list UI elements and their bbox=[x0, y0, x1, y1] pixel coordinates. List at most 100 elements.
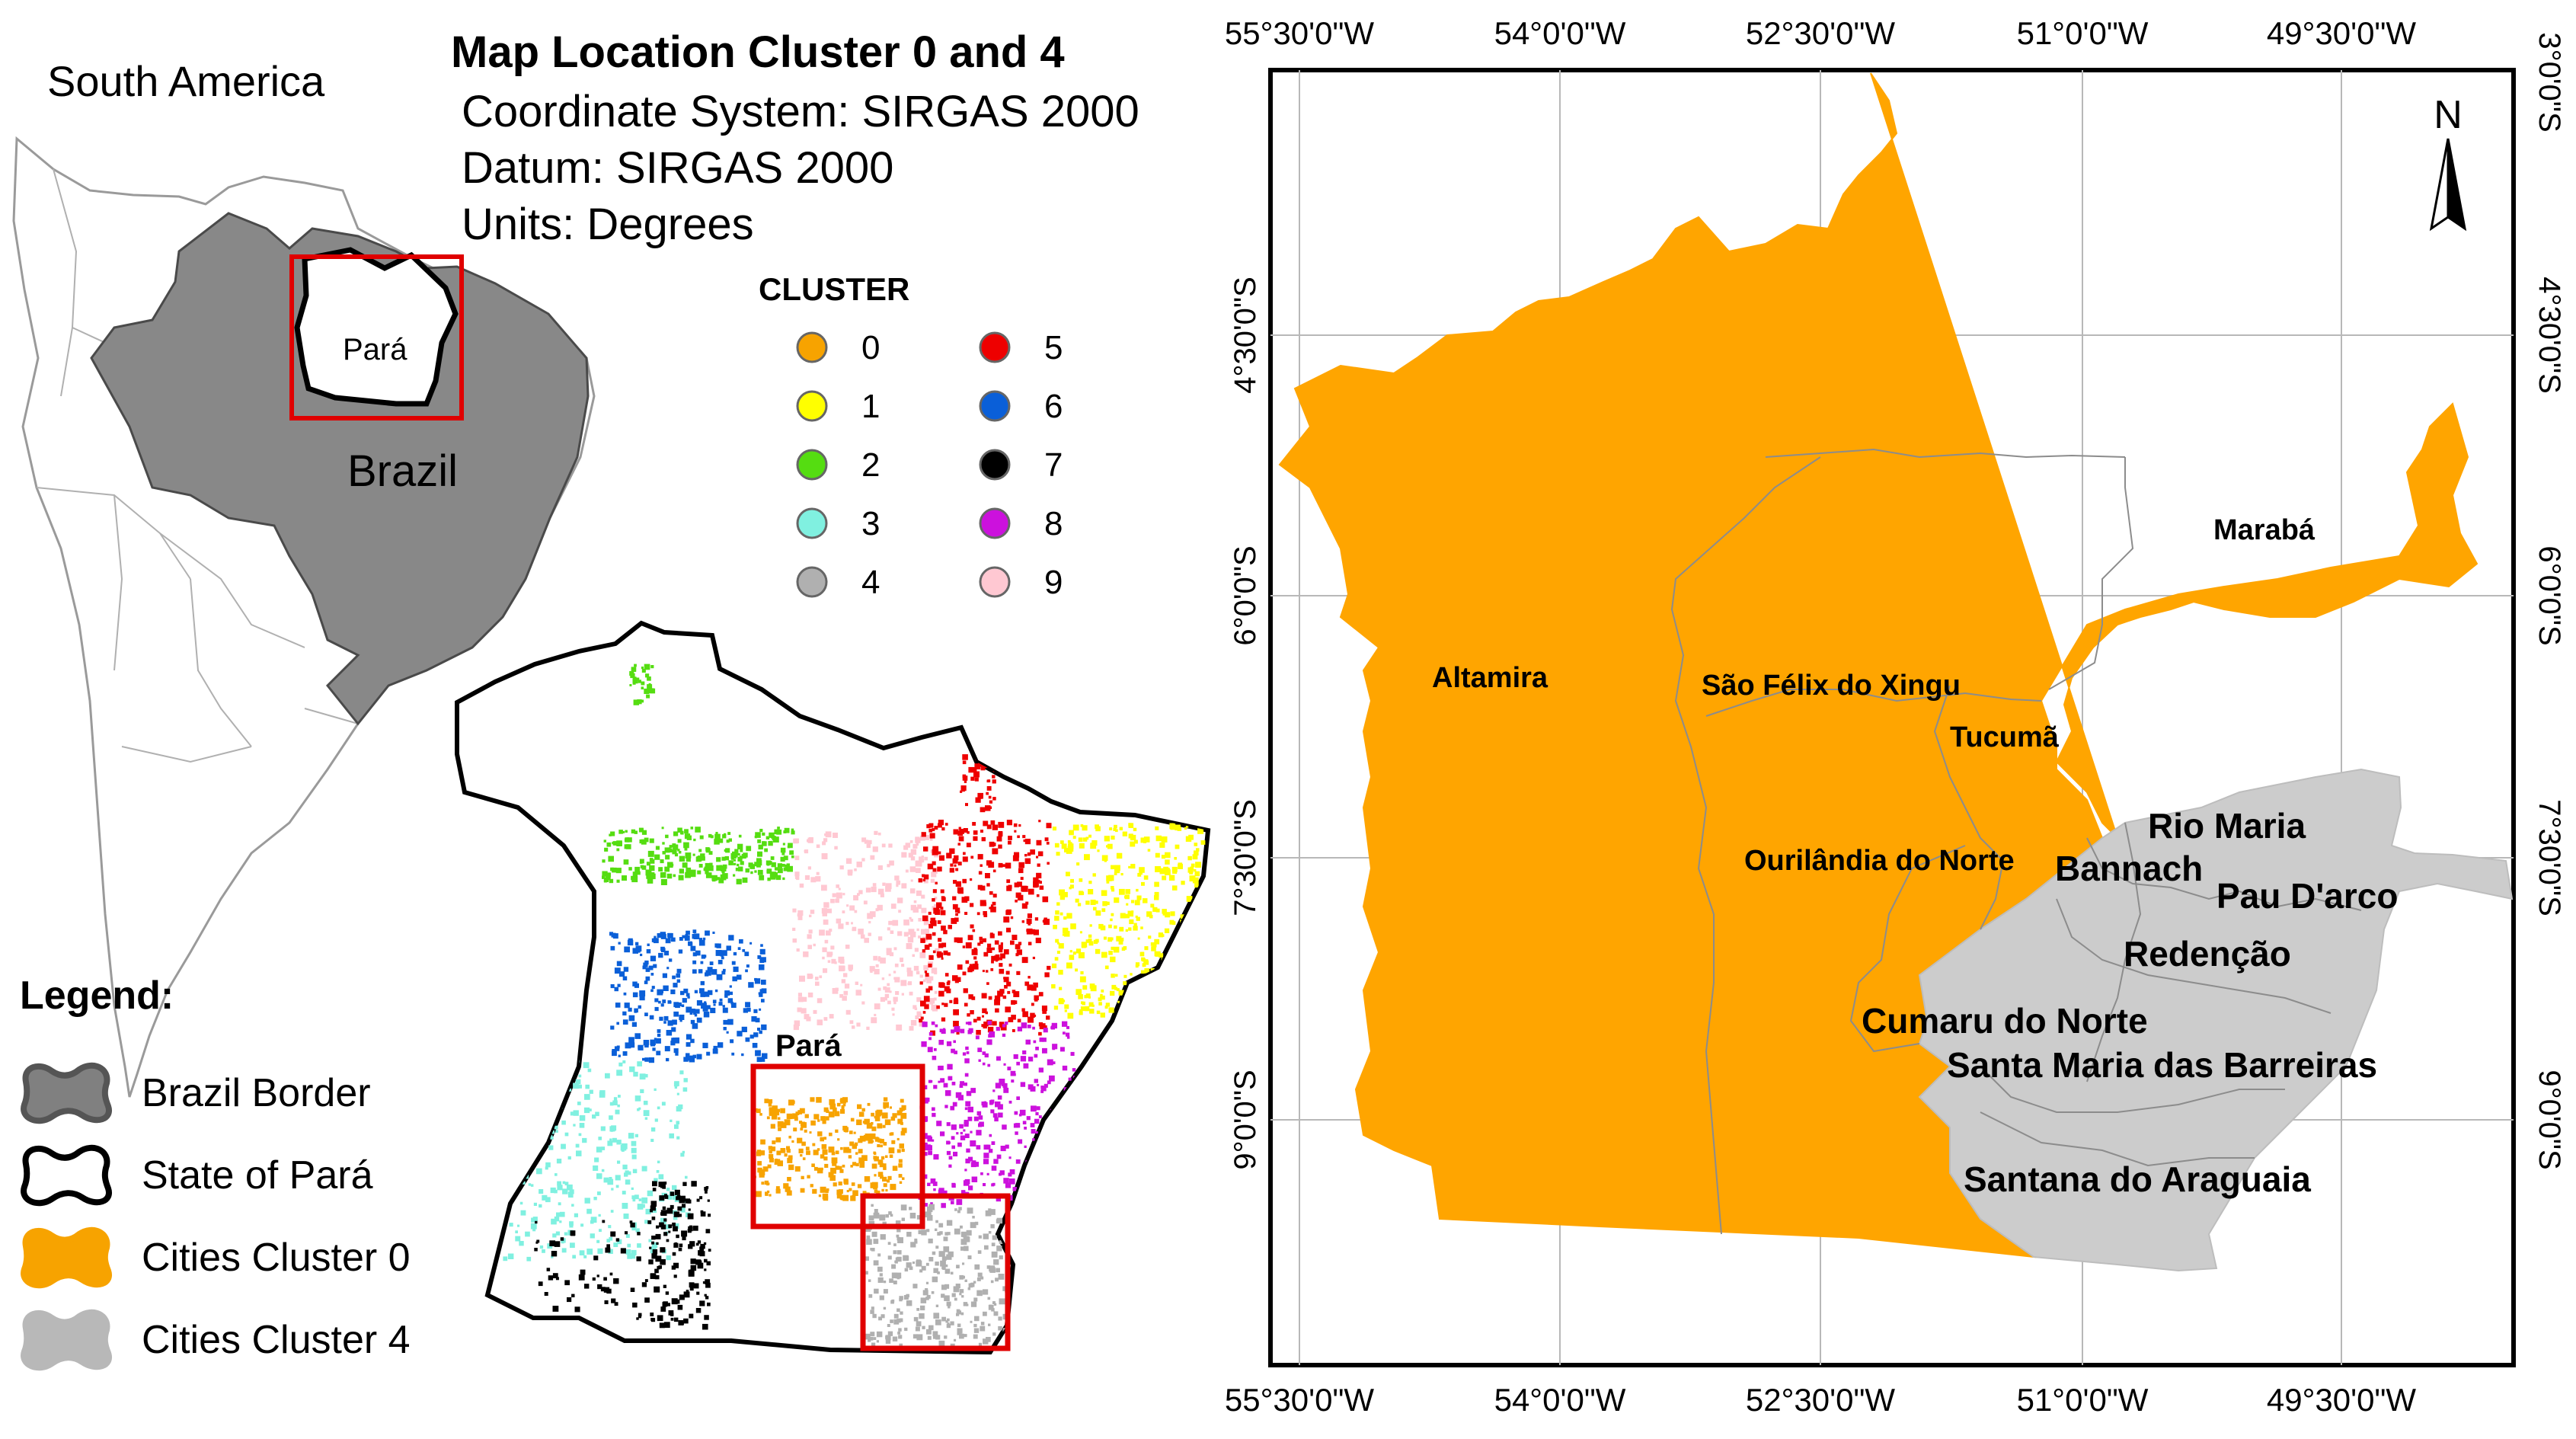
cluster-0-point bbox=[899, 1143, 904, 1149]
cluster-8-point bbox=[965, 1022, 969, 1025]
cluster-8-point bbox=[1022, 1050, 1027, 1055]
cluster-1-point bbox=[1079, 843, 1085, 849]
cluster-2-point bbox=[700, 853, 705, 859]
cluster-0-point bbox=[868, 1139, 873, 1144]
cluster-5-point bbox=[938, 938, 942, 942]
cluster-0-point bbox=[854, 1162, 857, 1166]
cluster-1-point bbox=[1066, 962, 1072, 969]
cluster-0-point bbox=[881, 1156, 885, 1160]
cluster-8-point bbox=[960, 1135, 966, 1140]
cluster-9-point bbox=[810, 910, 815, 914]
cluster-8-point bbox=[1005, 1144, 1009, 1149]
cluster-6-point bbox=[733, 951, 737, 956]
cluster-6-point bbox=[673, 1011, 679, 1017]
cluster-0-point bbox=[770, 1146, 776, 1152]
cluster-0-point bbox=[813, 1150, 819, 1156]
cluster-9-point bbox=[915, 1015, 919, 1019]
cluster-4-point bbox=[943, 1236, 948, 1242]
cluster-0-point bbox=[831, 1151, 836, 1156]
cluster-9-point bbox=[910, 849, 917, 855]
cluster-2-point bbox=[644, 688, 650, 694]
cluster-6-point bbox=[748, 982, 754, 988]
cluster-2-point bbox=[641, 865, 647, 870]
cluster-1-point bbox=[1151, 946, 1156, 951]
cluster-1-point bbox=[1136, 916, 1140, 921]
cluster-5-point bbox=[966, 843, 971, 848]
cluster-5-point bbox=[1008, 840, 1012, 845]
cluster-5-point bbox=[971, 948, 978, 955]
cluster-6-point bbox=[705, 972, 709, 977]
cluster-8-point bbox=[1039, 1038, 1044, 1042]
cluster-1-point bbox=[1161, 836, 1168, 843]
cluster-1-point bbox=[1143, 836, 1150, 843]
cluster-5-point bbox=[1024, 854, 1028, 857]
cluster-2-point bbox=[678, 875, 684, 881]
cluster-1-point bbox=[1131, 900, 1135, 903]
cluster-7-point bbox=[641, 1282, 647, 1287]
cluster-5-point bbox=[1027, 852, 1031, 856]
cluster-3-point bbox=[571, 1204, 574, 1207]
cluster-8-point bbox=[1043, 1028, 1048, 1033]
cluster-6-point bbox=[649, 1015, 654, 1020]
cluster-5-point bbox=[977, 792, 983, 799]
cluster-3-point bbox=[585, 1084, 590, 1089]
cluster-5-point bbox=[941, 957, 944, 960]
cluster-6-point bbox=[692, 1023, 698, 1029]
cluster-4-point bbox=[898, 1335, 903, 1339]
cluster-6-point bbox=[654, 998, 659, 1003]
lat-tick-right: 9°0'0"S bbox=[2533, 1070, 2566, 1169]
cluster-5-point bbox=[985, 873, 990, 878]
cluster-8-point bbox=[948, 1156, 953, 1160]
cluster-5-point bbox=[976, 1030, 981, 1035]
cluster-5-point bbox=[949, 868, 954, 873]
cluster-2-point bbox=[672, 843, 676, 847]
cluster-8-point bbox=[951, 1183, 956, 1188]
cluster-1-point bbox=[1111, 946, 1114, 950]
cluster-6-point bbox=[739, 939, 743, 944]
cluster-1-point bbox=[1075, 989, 1082, 995]
cluster-9-point bbox=[916, 868, 921, 873]
cluster-4-point bbox=[881, 1314, 885, 1319]
cluster-6-point bbox=[693, 1012, 697, 1015]
cluster-7-point bbox=[664, 1195, 669, 1199]
cluster-5-point bbox=[1015, 944, 1021, 950]
cluster-9-point bbox=[832, 893, 836, 897]
cluster-1-point bbox=[1114, 872, 1117, 875]
south-america-inset: South America Brazil Pará bbox=[12, 57, 596, 1098]
cluster-3-point bbox=[582, 1137, 587, 1143]
cluster-7-point bbox=[699, 1300, 705, 1306]
cluster-2-point bbox=[666, 873, 673, 879]
cluster-1-point bbox=[1072, 824, 1079, 831]
cluster-1-point bbox=[1056, 942, 1059, 945]
cluster-6-point bbox=[660, 933, 666, 939]
cluster-1-point bbox=[1080, 891, 1085, 895]
cluster-9-point bbox=[931, 967, 938, 974]
cluster-5-point bbox=[1006, 885, 1012, 891]
cluster-5-point bbox=[946, 981, 951, 986]
cluster-3-point bbox=[644, 1073, 648, 1078]
cluster-3-point bbox=[545, 1076, 551, 1082]
cluster-6-point bbox=[658, 1000, 661, 1004]
cluster-1-point bbox=[1128, 833, 1133, 839]
cluster-label-8: 8 bbox=[1044, 505, 1063, 542]
cluster-3-point bbox=[647, 1190, 654, 1197]
cluster-2-point bbox=[631, 667, 637, 672]
cluster-7-point bbox=[691, 1181, 697, 1187]
cluster-5-point bbox=[990, 968, 994, 971]
cluster-6-point bbox=[722, 1007, 728, 1013]
cluster-5-point bbox=[957, 862, 962, 866]
cluster-2-point bbox=[711, 875, 718, 881]
cluster-8-point bbox=[1059, 1047, 1065, 1052]
cluster-1-point bbox=[1080, 971, 1084, 975]
cluster-3-point bbox=[615, 1109, 620, 1114]
cluster-5-point bbox=[974, 961, 978, 964]
cluster-3-point bbox=[519, 1241, 524, 1246]
cluster-6-point bbox=[617, 983, 621, 987]
cluster-3-point bbox=[679, 1070, 684, 1075]
cluster-1-point bbox=[1069, 884, 1074, 889]
cluster-1-point bbox=[1111, 865, 1115, 870]
cluster-2-point bbox=[649, 865, 655, 871]
cluster-0-point bbox=[874, 1174, 877, 1177]
cluster-5-point bbox=[928, 955, 934, 961]
cluster-3-point bbox=[633, 1071, 638, 1077]
